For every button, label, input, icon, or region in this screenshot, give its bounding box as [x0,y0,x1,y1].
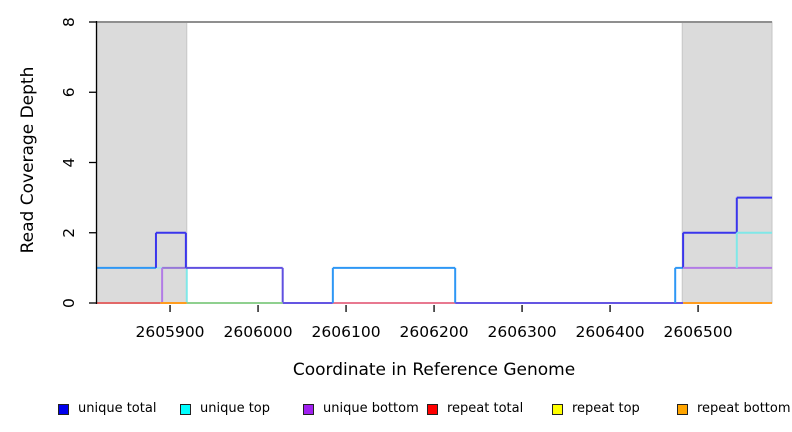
x-tick-label: 2605900 [136,323,205,341]
x-tick-label: 2606000 [224,323,293,341]
y-tick-label: 0 [60,298,78,308]
x-tick-label: 2606500 [664,323,733,341]
x-tick-label: 2606300 [488,323,557,341]
y-tick-label: 2 [60,228,78,238]
x-tick-label: 2606200 [400,323,469,341]
x-tick-label: 2606100 [312,323,381,341]
y-axis-title: Read Coverage Depth [18,66,38,254]
y-tick-label: 4 [60,158,78,168]
shaded-flank-region [681,21,773,304]
x-tick-label: 2606400 [576,323,645,341]
shaded-flank-region [96,21,188,304]
x-axis-title: Coordinate in Reference Genome [292,360,576,380]
y-tick-label: 6 [60,87,78,97]
y-tick-label: 8 [60,17,78,27]
